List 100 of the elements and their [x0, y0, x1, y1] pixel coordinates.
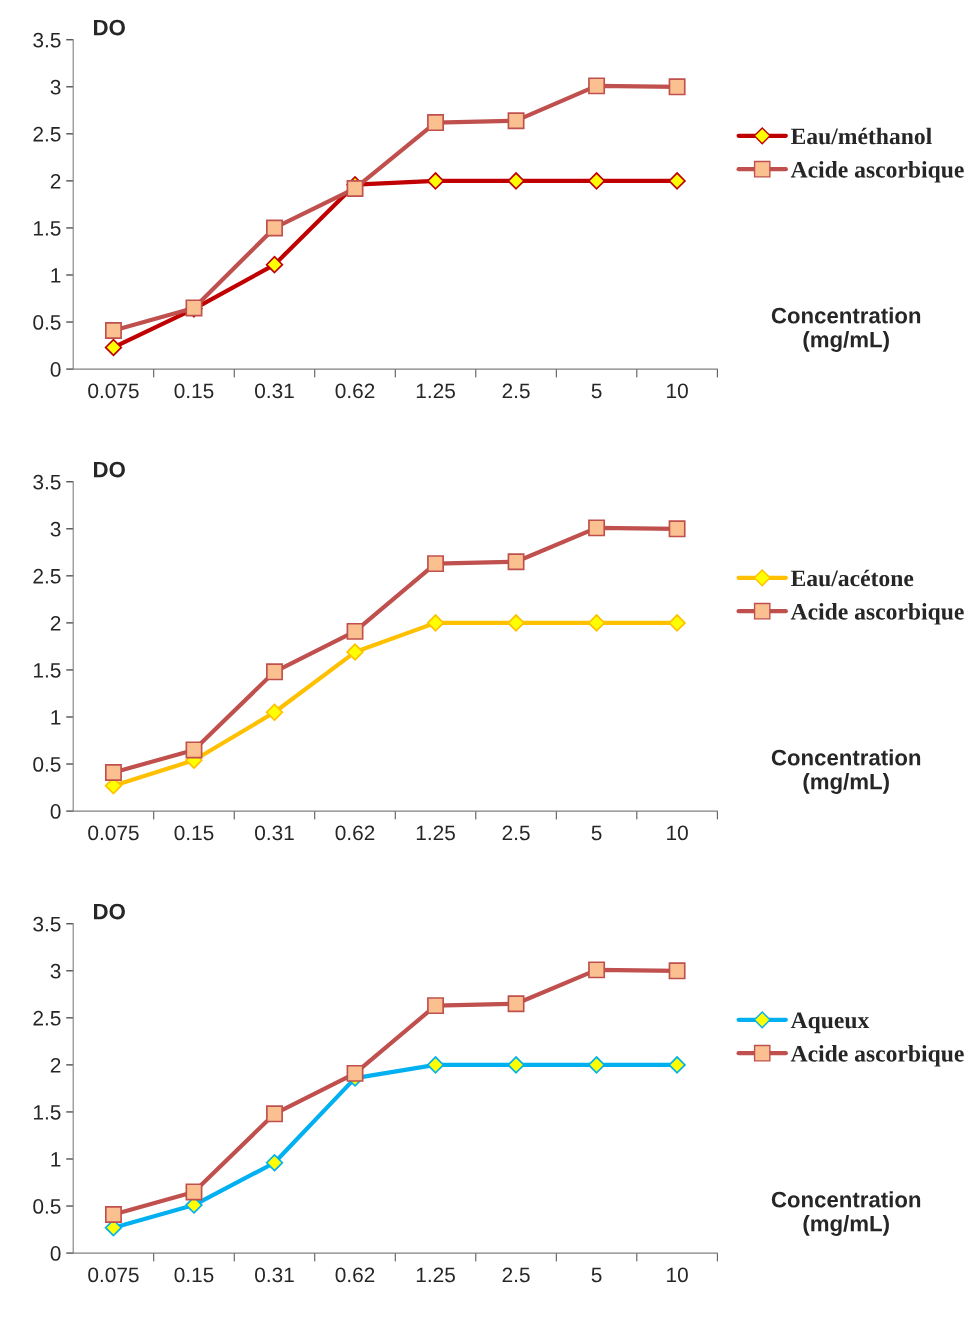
point [588, 961, 606, 979]
x-tick-label: 2.5 [502, 1267, 530, 1283]
y-tick-label: 2 [50, 615, 61, 631]
point [507, 1056, 525, 1074]
x-tick-label: 0.31 [255, 825, 294, 841]
point [426, 1056, 445, 1074]
point [668, 614, 686, 632]
legend-label: Acide ascorbique [790, 603, 964, 625]
point [265, 1154, 284, 1172]
x-tick-label: 0.15 [174, 1267, 214, 1283]
point [265, 255, 284, 274]
x-tick-label: 5 [591, 825, 602, 841]
x-tick-label: 5 [591, 1267, 602, 1283]
legend-label: Acide ascorbique [790, 1045, 964, 1067]
point [266, 663, 283, 681]
point [185, 1183, 203, 1201]
x-tick-label: 0.075 [88, 383, 139, 399]
x-tick-label: 0.15 [174, 383, 214, 399]
legend-label: Acide ascorbique [790, 161, 964, 183]
y-tick-label: 2 [50, 1057, 61, 1073]
y-tick-label: 3.5 [33, 474, 61, 490]
y-tick-label: 0 [50, 804, 61, 819]
y-tick-label: 0.5 [33, 315, 61, 330]
y-tick-label: 3 [50, 963, 61, 979]
point [266, 219, 283, 237]
y-tick-label: 0 [50, 362, 61, 377]
y-tick-label: 1.5 [34, 221, 61, 236]
point [668, 78, 686, 96]
y-tick-label: 2.5 [33, 568, 61, 584]
point [426, 172, 445, 190]
y-tick-label: 2 [50, 173, 61, 189]
point [588, 77, 606, 95]
y-tick-label: 1.5 [34, 663, 61, 678]
point [587, 172, 606, 190]
point [507, 172, 525, 190]
x-tick-label: 1.25 [416, 1267, 455, 1283]
x-tick-label: 2.5 [502, 383, 530, 399]
point [104, 338, 123, 357]
x-tick-label: 10 [667, 1267, 688, 1283]
x-tick-label: 10 [667, 383, 688, 399]
y-tick-label: 3.5 [33, 916, 61, 932]
point [346, 643, 364, 661]
y-axis-title: DO [94, 903, 125, 920]
y-tick-label: 1 [51, 268, 61, 283]
point [427, 997, 445, 1015]
y-tick-label: 3 [50, 521, 61, 537]
x-axis-title: Concentration (mg/mL) [771, 307, 921, 352]
y-tick-label: 1 [51, 710, 61, 725]
point [507, 995, 525, 1013]
point [668, 172, 686, 190]
x-tick-label: 0.075 [88, 1267, 139, 1283]
point [104, 322, 122, 339]
y-tick-label: 0.5 [33, 757, 61, 772]
point [587, 1056, 606, 1074]
x-tick-label: 0.62 [335, 383, 375, 399]
point [507, 553, 525, 571]
point [104, 1206, 122, 1223]
point [346, 179, 364, 197]
x-tick-label: 10 [667, 825, 688, 841]
x-tick-label: 1.25 [416, 825, 455, 841]
x-tick-label: 0.31 [255, 1267, 294, 1283]
point [668, 1056, 686, 1074]
x-tick-label: 0.62 [335, 1267, 375, 1283]
legend-label: Eau/méthanol [790, 127, 932, 145]
point [426, 614, 445, 632]
x-axis-title: Concentration (mg/mL) [771, 749, 921, 794]
point [427, 555, 445, 573]
x-tick-label: 0.62 [335, 825, 375, 841]
y-tick-label: 0 [50, 1246, 61, 1261]
point [266, 1105, 283, 1123]
point [346, 622, 364, 640]
point [668, 520, 686, 538]
point [346, 1064, 364, 1082]
y-tick-label: 3.5 [33, 32, 61, 48]
y-tick-label: 1 [51, 1152, 61, 1167]
point [265, 703, 284, 721]
point [104, 764, 122, 781]
y-tick-label: 2.5 [33, 126, 61, 142]
y-axis-title: DO [94, 19, 125, 36]
y-tick-label: 2.5 [33, 1010, 61, 1026]
point [185, 741, 203, 759]
y-axis-title: DO [94, 461, 125, 478]
x-tick-label: 0.075 [88, 825, 139, 841]
point [588, 519, 606, 537]
point [507, 614, 525, 632]
point [427, 114, 445, 132]
y-tick-label: 3 [50, 79, 61, 95]
legend-label: Aqueux [790, 1012, 870, 1034]
x-axis-title: Concentration (mg/mL) [771, 1191, 921, 1236]
y-tick-label: 0.5 [33, 1199, 61, 1214]
point [587, 614, 606, 632]
point [507, 112, 525, 130]
x-tick-label: 5 [591, 383, 602, 399]
x-tick-label: 2.5 [502, 825, 530, 841]
y-tick-label: 1.5 [34, 1105, 61, 1120]
legend-label: Eau/acétone [790, 569, 914, 587]
x-tick-label: 1.25 [416, 383, 455, 399]
x-tick-label: 0.31 [255, 383, 294, 399]
point [668, 962, 686, 980]
x-tick-label: 0.15 [174, 825, 214, 841]
